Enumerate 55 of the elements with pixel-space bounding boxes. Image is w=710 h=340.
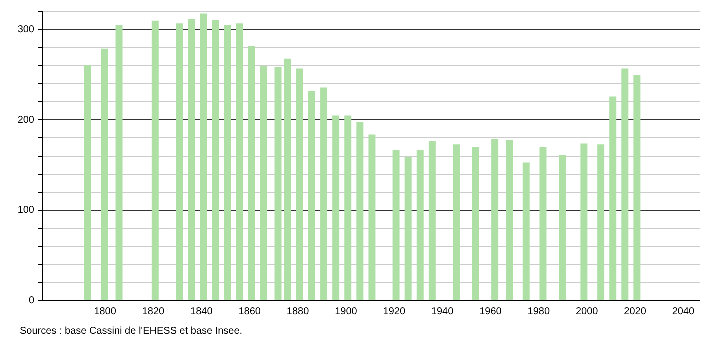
bar (200, 14, 208, 300)
bar (296, 68, 304, 300)
bar (634, 75, 641, 300)
x-tick-label: 1880 (286, 306, 310, 318)
bar (308, 91, 316, 300)
y-tick-label: 200 (18, 114, 35, 126)
bar (284, 58, 292, 300)
bar (176, 24, 183, 300)
bar (224, 25, 232, 300)
bar (580, 144, 588, 300)
bar (492, 139, 499, 300)
bar (506, 140, 514, 300)
bar (428, 141, 436, 300)
y-tick-label: 100 (18, 205, 35, 216)
source-note: Sources : base Cassini de l'EHESS et base Insee. (20, 326, 243, 337)
x-tick-label: 1840 (190, 306, 214, 318)
bar (416, 150, 424, 300)
x-tick-label: 1960 (480, 306, 502, 318)
x-tick-label: 1900 (335, 306, 358, 318)
bar (152, 20, 159, 300)
bar (212, 20, 220, 300)
bar (356, 122, 364, 300)
bar (404, 157, 412, 300)
x-tick-label: 1860 (238, 306, 262, 318)
bar (274, 66, 282, 300)
bar (344, 116, 352, 300)
bar (453, 144, 460, 300)
x-tick-label: 1920 (383, 306, 406, 318)
x-tick-label: 2040 (672, 306, 696, 318)
bar (84, 65, 92, 300)
x-tick-label: 2020 (624, 306, 647, 318)
bar (622, 68, 629, 300)
x-tick-label: 1800 (94, 306, 117, 318)
bar (248, 46, 256, 300)
bar (260, 66, 268, 300)
y-tick-label: 0 (28, 296, 35, 306)
bar (236, 24, 244, 300)
bar (540, 147, 547, 300)
y-tick-label: 300 (18, 24, 35, 36)
x-tick-label: 2000 (576, 306, 599, 318)
bar (522, 162, 530, 300)
bar (472, 147, 480, 300)
bar (320, 88, 328, 300)
bar (101, 48, 108, 300)
x-tick-label: 1820 (142, 306, 166, 318)
bar (332, 116, 340, 300)
bar (116, 25, 123, 300)
bar (559, 156, 566, 300)
bar (368, 134, 376, 300)
x-tick-label: 1980 (528, 306, 550, 318)
bar (392, 150, 400, 300)
bar (610, 96, 617, 300)
x-tick-label: 1940 (431, 306, 454, 318)
bar (188, 19, 196, 300)
bar (598, 144, 605, 300)
